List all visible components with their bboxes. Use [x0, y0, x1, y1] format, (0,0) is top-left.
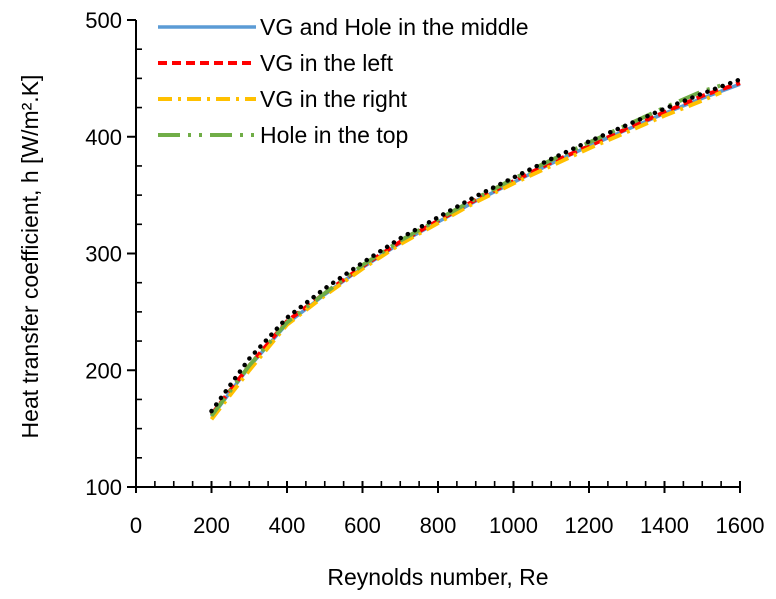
- ticks: [127, 19, 741, 493]
- legend-label-vg-and-hole-in-the-middle: VG and Hole in the middle: [260, 14, 529, 40]
- y-tick-label: 200: [85, 358, 122, 383]
- series-line-vg-in-the-left: [209, 81, 741, 416]
- x-tick-label: 1600: [716, 513, 765, 538]
- y-tick-label: 300: [85, 242, 122, 267]
- x-tick-label: 0: [130, 513, 142, 538]
- legend-label-vg-in-the-right: VG in the right: [260, 86, 408, 112]
- x-tick-label: 1400: [640, 513, 689, 538]
- legend-label-hole-in-the-top: Hole in the top: [260, 122, 408, 148]
- x-tick-label: 400: [269, 513, 306, 538]
- plot-marks: [209, 77, 743, 421]
- axes: 0 200 400 600 800 1000 1200 1400 1600 100 200 300 40…: [85, 8, 764, 538]
- legend-label-vg-in-the-left: VG in the left: [260, 50, 394, 76]
- y-axis-title: Heat transfer coefficient, h [W/m².K]: [17, 75, 43, 439]
- x-axis-title: Reynolds number, Re: [327, 564, 548, 590]
- x-tick-label: 600: [344, 513, 381, 538]
- series-line-series-5: [209, 77, 743, 414]
- series-line-hole-in-the-top: [209, 83, 722, 418]
- legend: VG and Hole in the middle VG in the left V…: [158, 14, 529, 148]
- tick-labels: 0 200 400 600 800 1000 1200 1400 1600 100 200 300 40…: [85, 8, 764, 538]
- x-tick-label: 200: [193, 513, 230, 538]
- y-tick-label: 100: [85, 475, 122, 500]
- y-tick-label: 400: [85, 125, 122, 150]
- y-tick-label: 500: [85, 8, 122, 33]
- x-tick-label: 1000: [489, 513, 538, 538]
- x-tick-label: 800: [420, 513, 457, 538]
- x-tick-label: 1200: [565, 513, 614, 538]
